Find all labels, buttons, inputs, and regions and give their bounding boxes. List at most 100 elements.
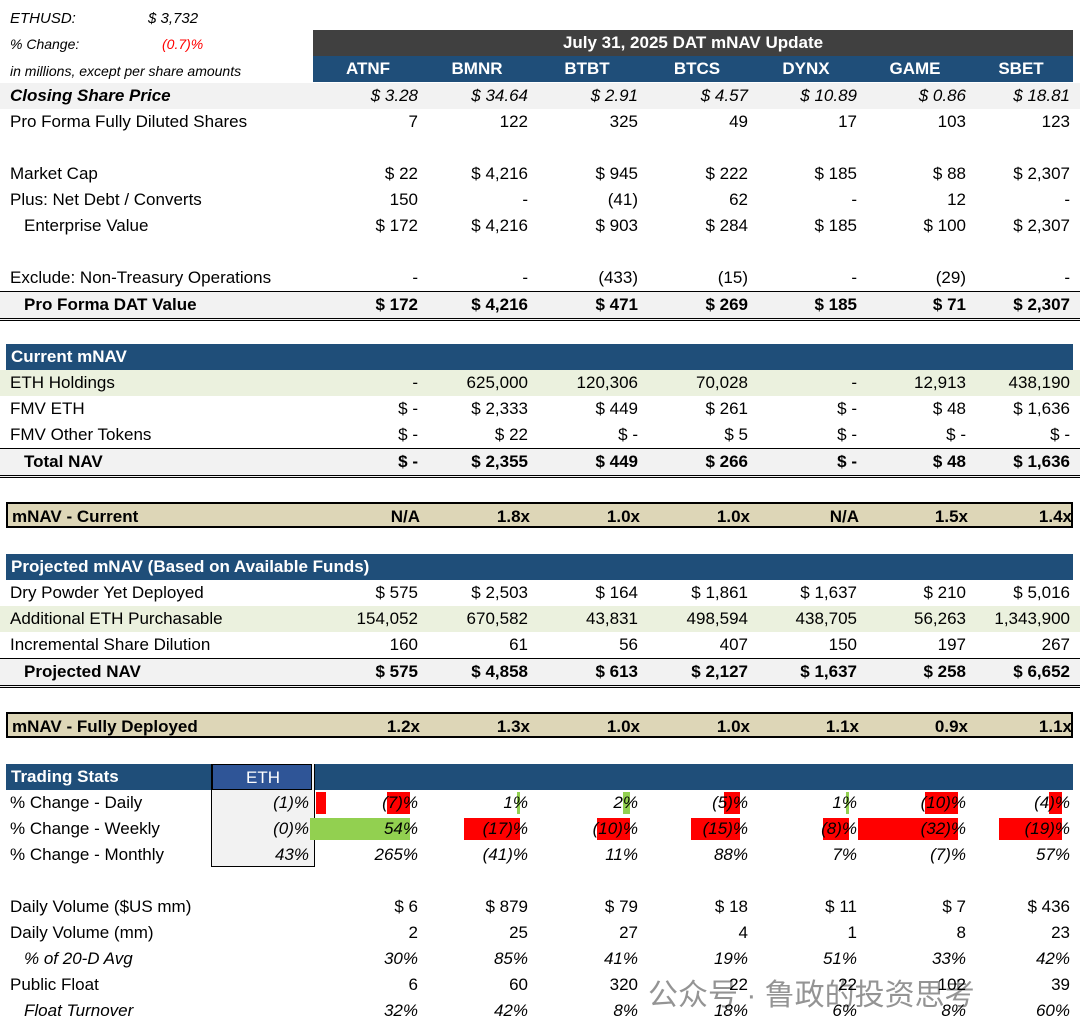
monthly-change-row: % Change - Monthly 265% (41)% 11% 88% 7% (7)% 5… xyxy=(0,842,1080,868)
exclude-row-value: - xyxy=(522,268,528,287)
title-bar: July 31, 2025 DAT mNAV Update xyxy=(313,30,1073,56)
exclude-row-value: (15) xyxy=(717,268,748,287)
public-float-row-value: 102 xyxy=(937,975,966,994)
monthly-change-row-label: % Change - Monthly xyxy=(10,845,165,864)
volume-usd-row-value: $ 18 xyxy=(714,897,748,916)
mnav-current-row-value: 1.8x xyxy=(496,507,530,526)
enterprise-value-row: Enterprise Value $ 172 $ 4,216 $ 903 $ 284 $ … xyxy=(0,213,1080,239)
dilution-row-value: 160 xyxy=(389,635,418,654)
float-turnover-row-value: 42% xyxy=(493,1001,528,1020)
float-turnover-row-value: 8% xyxy=(613,1001,638,1020)
pct-20d-row-value: 33% xyxy=(931,949,966,968)
mnav-deployed-row-value: 1.0x xyxy=(716,717,750,736)
fmv-other-row-value: $ - xyxy=(837,425,857,444)
float-turnover-row-value: 18% xyxy=(713,1001,748,1020)
fmv-other-row-value: $ - xyxy=(1050,425,1070,444)
closing-price-row-value: $ 0.86 xyxy=(918,86,966,105)
exclude-row-value: - xyxy=(412,268,418,287)
weekly-change-row-label: % Change - Weekly xyxy=(10,819,160,838)
monthly-change-row-value: (41)% xyxy=(482,845,528,864)
exclude-row-value: - xyxy=(851,268,857,287)
total-nav-row-value: $ 2,355 xyxy=(471,452,528,471)
total-nav-row-value: $ - xyxy=(837,452,857,471)
float-turnover-row-value: 6% xyxy=(832,1001,857,1020)
total-nav-row-value: $ - xyxy=(398,452,418,471)
total-nav-row-label: Total NAV xyxy=(24,452,103,471)
eth-daily-databar xyxy=(316,792,326,814)
current-mnav-title: Current mNAV xyxy=(11,347,127,366)
weekly-change-row-value: 54% xyxy=(383,819,418,838)
net-debt-row-value: (41) xyxy=(607,190,638,209)
enterprise-value-row-value: $ 185 xyxy=(814,216,857,235)
eth-holdings-row-label: ETH Holdings xyxy=(10,373,115,392)
mnav-current-row-value: N/A xyxy=(390,507,420,526)
public-float-row-value: 320 xyxy=(609,975,638,994)
add-eth-row-value: 56,263 xyxy=(914,609,966,628)
monthly-change-row-value: (7)% xyxy=(930,845,966,864)
dilution-row-value: 407 xyxy=(719,635,748,654)
volume-usd-row: Daily Volume ($US mm) $ 6 $ 879 $ 79 $ 18 $ 1… xyxy=(0,894,1080,920)
monthly-change-row-value: 57% xyxy=(1035,845,1070,864)
market-cap-row-value: $ 185 xyxy=(814,164,857,183)
mnav-current-row-value: 1.0x xyxy=(606,507,640,526)
projected-nav-row-value: $ 4,858 xyxy=(471,662,528,681)
volume-usd-row-value: $ 11 xyxy=(825,897,857,916)
daily-change-row-value: (5)% xyxy=(712,793,748,812)
shares-row-value: 103 xyxy=(937,112,966,131)
volume-mm-row: Daily Volume (mm) 2 25 27 4 1 8 23 xyxy=(0,920,1080,946)
add-eth-row-value: 438,705 xyxy=(795,609,857,628)
public-float-row-label: Public Float xyxy=(10,975,99,994)
enterprise-value-row-value: $ 2,307 xyxy=(1013,216,1070,235)
mnav-current-row: mNAV - Current N/A 1.8x 1.0x 1.0x N/A 1.5x 1.4x xyxy=(6,502,1073,528)
float-turnover-row-value: 60% xyxy=(1035,1001,1070,1020)
market-cap-row-value: $ 945 xyxy=(595,164,638,183)
volume-mm-row-value: 4 xyxy=(738,923,748,942)
pct-20d-row-value: 51% xyxy=(822,949,857,968)
ticker-dynx: DYNX xyxy=(782,59,830,78)
mnav-deployed-row-value: 1.1x xyxy=(825,717,859,736)
eth-holdings-row-value: 120,306 xyxy=(576,373,638,392)
units-note: in millions, except per share amounts xyxy=(10,63,242,79)
monthly-change-row-value: 7% xyxy=(832,845,857,864)
eth-holdings-row-value: 70,028 xyxy=(696,373,748,392)
monthly-change-row-value: 265% xyxy=(374,845,418,864)
daily-change-row-value: 1% xyxy=(832,793,857,812)
pct-20d-row: % of 20-D Avg 30% 85% 41% 19% 51% 33% 42% xyxy=(0,946,1080,972)
volume-mm-row-value: 1 xyxy=(847,923,857,942)
dry-powder-row-value: $ 575 xyxy=(375,583,418,602)
eth-header-label: ETH xyxy=(246,768,280,787)
daily-change-row-eth-value: (1)% xyxy=(273,793,309,812)
add-eth-row-value: 154,052 xyxy=(356,609,418,628)
weekly-change-row-databar xyxy=(463,818,520,840)
dat-value-row-value: $ 71 xyxy=(932,295,966,314)
shares-row-value: 123 xyxy=(1041,112,1070,131)
weekly-change-row-value: (17)% xyxy=(482,819,528,838)
projected-nav-row-value: $ 258 xyxy=(923,662,966,681)
ticker-sbet: SBET xyxy=(998,59,1044,78)
public-float-row-value: 22 xyxy=(838,975,857,994)
dat-value-row-value: $ 185 xyxy=(814,295,857,314)
dry-powder-row-value: $ 210 xyxy=(923,583,966,602)
dat-value-row-value: $ 2,307 xyxy=(1013,295,1070,314)
daily-change-row: % Change - Daily (7)% 1% 2% (5)% 1% (10)% (4)% (… xyxy=(0,790,1080,816)
ticker-bmnr: BMNR xyxy=(451,59,503,78)
weekly-change-row-value: (19)% xyxy=(1024,819,1070,838)
dilution-row-value: 267 xyxy=(1041,635,1070,654)
float-turnover-row: Float Turnover 32% 42% 8% 18% 6% 8% 60% xyxy=(0,998,1080,1024)
public-float-row: Public Float 6 60 320 22 22 102 39 xyxy=(0,972,1080,998)
total-nav-row-value: $ 449 xyxy=(595,452,638,471)
market-cap-row-value: $ 222 xyxy=(705,164,748,183)
weekly-change-row-databar xyxy=(999,818,1062,840)
total-nav-row-value: $ 48 xyxy=(932,452,966,471)
weekly-change-row-value: (15)% xyxy=(702,819,748,838)
shares-row-value: 325 xyxy=(609,112,638,131)
dat-value-row-value: $ 269 xyxy=(705,295,748,314)
fmv-eth-row-value: $ 449 xyxy=(595,399,638,418)
fmv-other-row: FMV Other Tokens $ - $ 22 $ - $ 5 $ - $ - $ - xyxy=(0,422,1080,448)
projected-nav-row: Projected NAV $ 575 $ 4,858 $ 613 $ 2,127 $ 1… xyxy=(0,658,1080,688)
fmv-eth-row: FMV ETH $ - $ 2,333 $ 449 $ 261 $ - $ 48 $ 1,63… xyxy=(0,396,1080,422)
dat-value-row-label: Pro Forma DAT Value xyxy=(24,295,197,314)
fmv-other-row-value: $ - xyxy=(946,425,966,444)
add-eth-row-value: 1,343,900 xyxy=(994,609,1070,628)
fmv-eth-row-value: $ 2,333 xyxy=(471,399,528,418)
